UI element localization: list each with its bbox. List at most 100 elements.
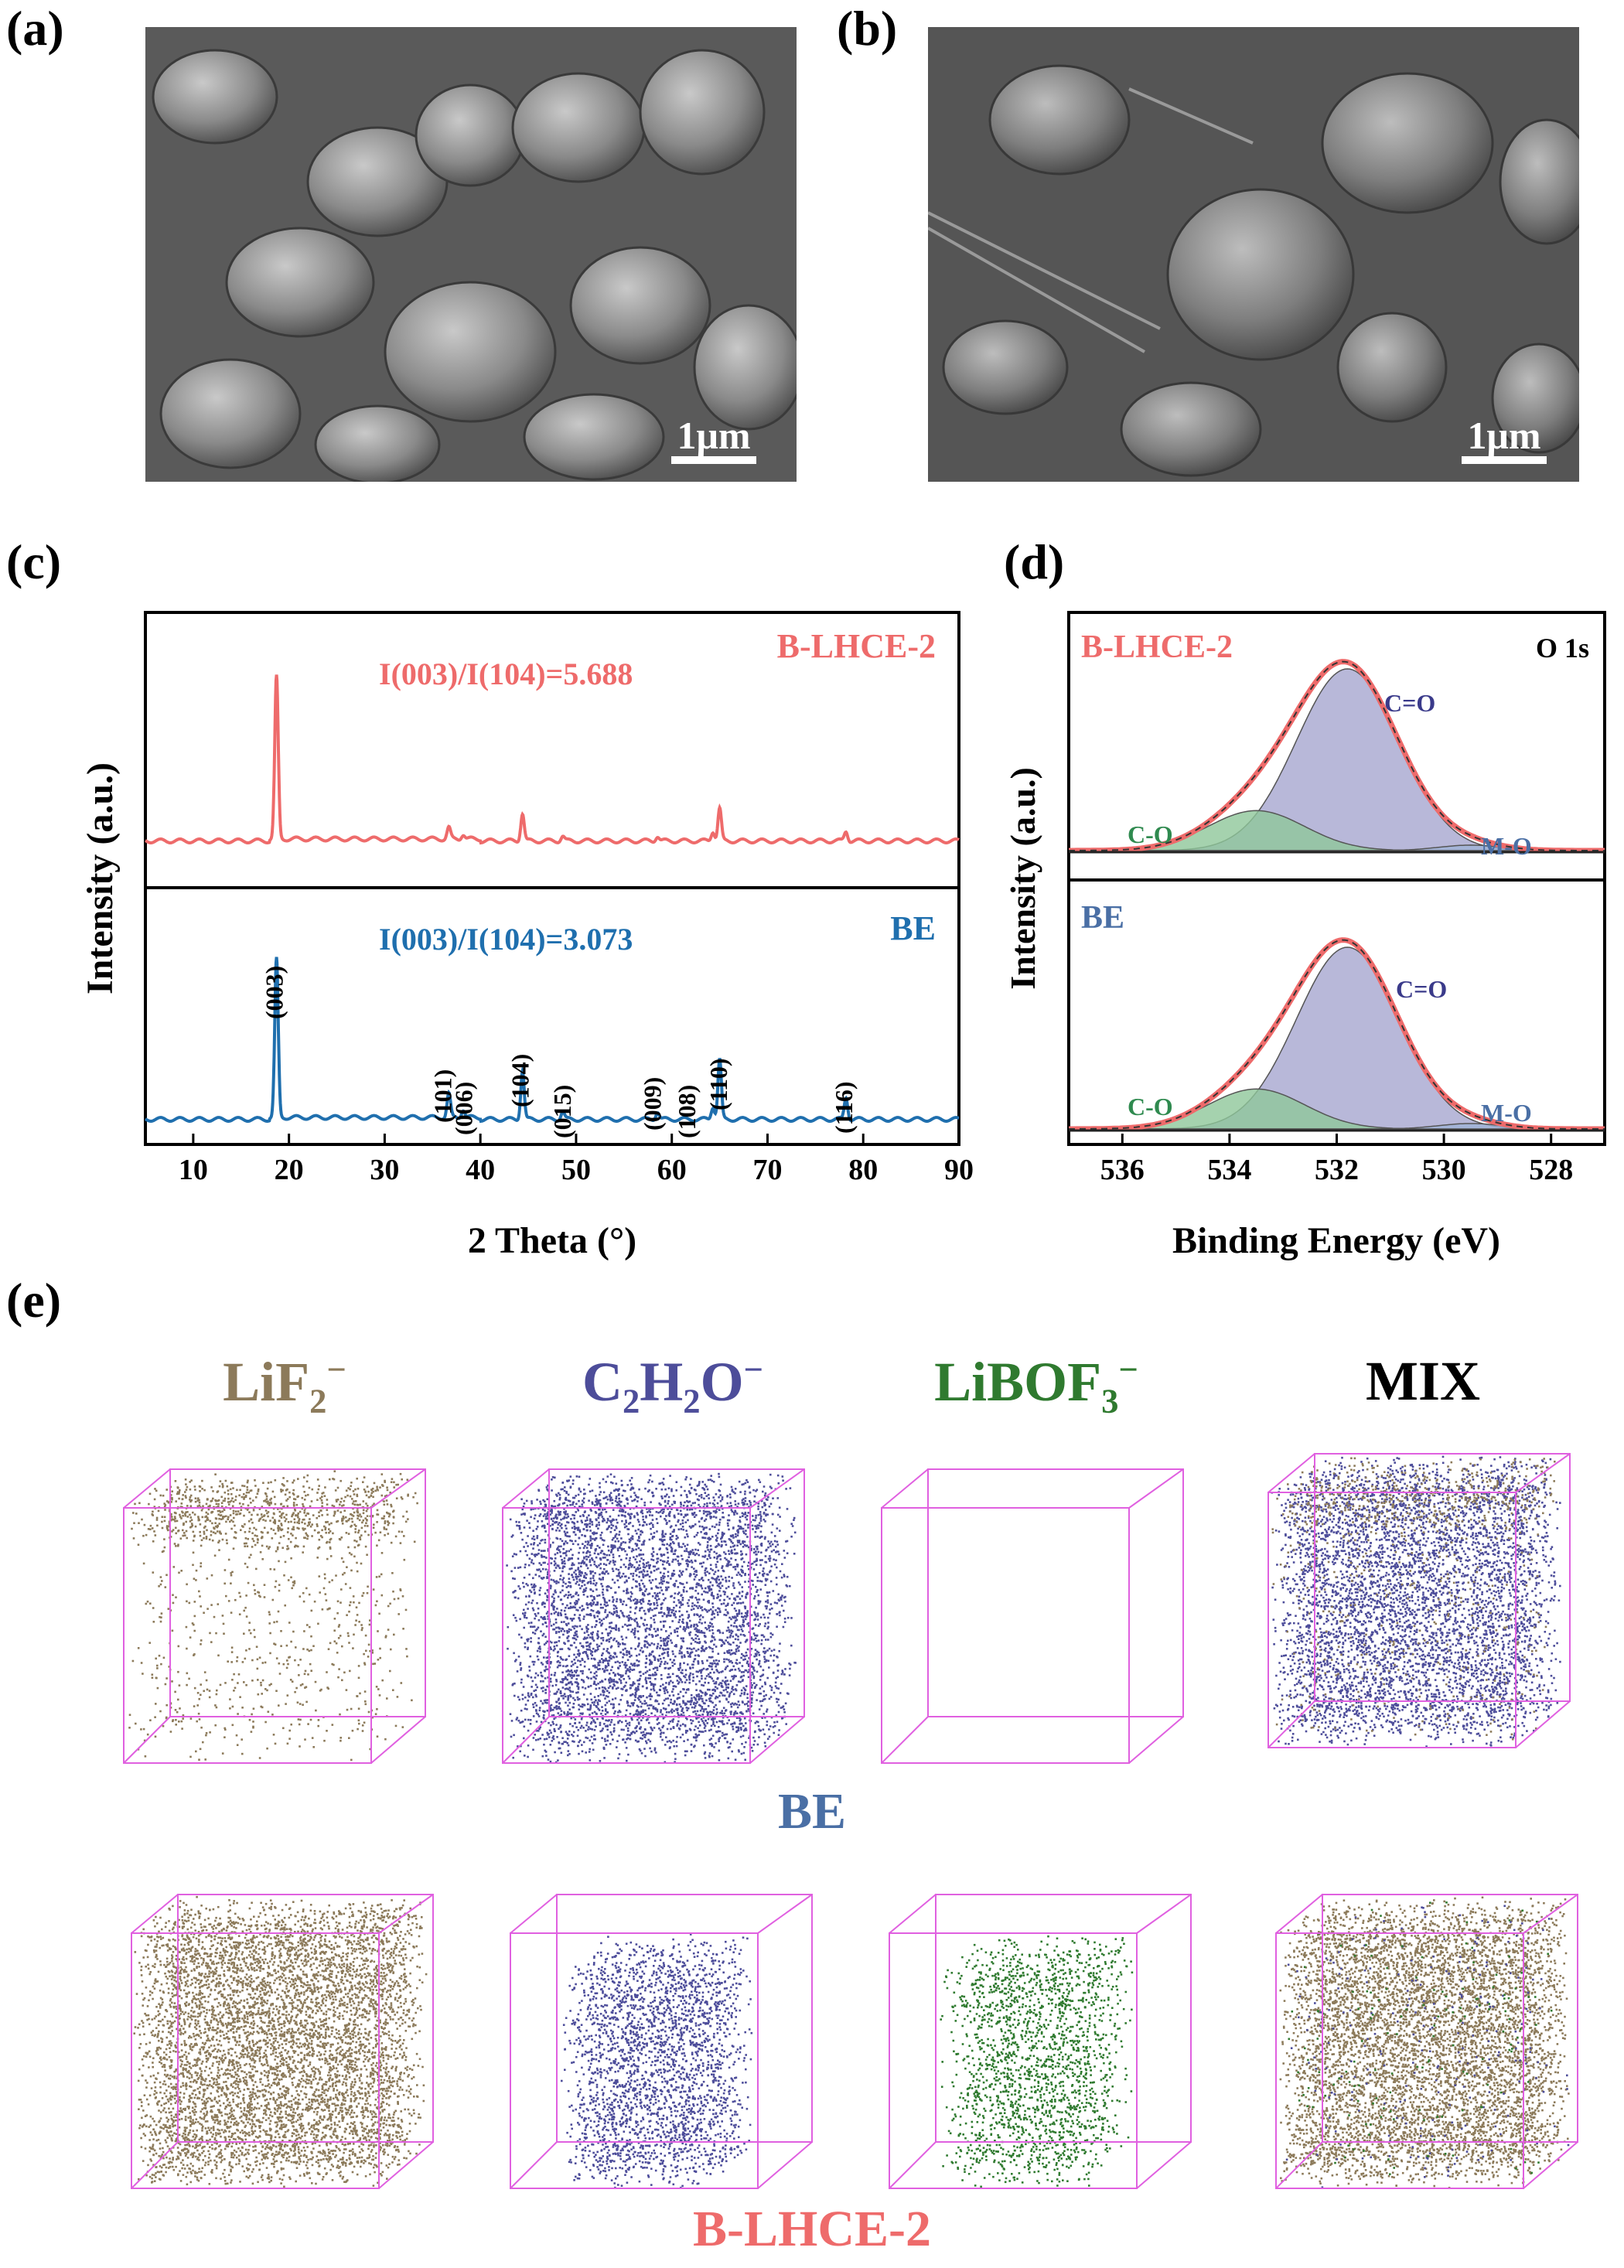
cube-voxel — [558, 1545, 560, 1548]
cube-voxel — [694, 1548, 697, 1551]
cube-voxel — [619, 1676, 623, 1678]
cube-voxel — [667, 1586, 670, 1588]
cube-voxel — [217, 1509, 220, 1513]
cube-voxel — [670, 1543, 672, 1545]
cube-voxel — [740, 1574, 743, 1577]
cube-voxel — [284, 1493, 287, 1496]
cube-voxel — [348, 1517, 351, 1520]
cube-voxel — [545, 1516, 548, 1518]
cube-voxel — [723, 1694, 726, 1697]
cube-voxel — [561, 1648, 564, 1650]
cube-voxel — [203, 1533, 206, 1535]
cube-voxel — [278, 1589, 281, 1592]
cube-voxel — [678, 1575, 681, 1578]
cube-voxel — [336, 1520, 338, 1523]
cube-voxel — [541, 1567, 544, 1571]
cube-voxel — [273, 1642, 275, 1645]
cube-voxel — [345, 1489, 348, 1492]
cube-voxel — [383, 1500, 385, 1502]
cube-voxel — [583, 1632, 586, 1634]
cube-voxel — [681, 1614, 684, 1616]
cube-voxel — [301, 1496, 304, 1499]
cube-voxel — [222, 1499, 225, 1502]
cube-voxel — [725, 1709, 728, 1711]
cube-voxel — [581, 1581, 584, 1584]
cube-voxel — [651, 1537, 654, 1540]
cube-voxel — [335, 1642, 338, 1645]
cube-voxel — [548, 1721, 550, 1724]
cube-voxel — [221, 1538, 224, 1541]
cube-voxel — [578, 1606, 582, 1609]
cube-voxel — [561, 1488, 564, 1491]
cube-voxel — [518, 1521, 520, 1523]
cube-voxel — [231, 1505, 234, 1507]
cube-voxel — [718, 1659, 720, 1663]
cube-voxel — [380, 1517, 384, 1519]
cube-voxel — [683, 1516, 685, 1519]
cube-voxel — [367, 1656, 370, 1658]
cube-voxel — [607, 1662, 609, 1665]
cube-voxel — [276, 1548, 279, 1550]
cube-voxel — [303, 1518, 305, 1521]
cube-voxel — [610, 1544, 612, 1547]
cube-voxel — [756, 1589, 759, 1591]
cube-voxel — [600, 1637, 602, 1639]
cube-voxel — [667, 1667, 670, 1669]
cube-voxel — [563, 1712, 566, 1715]
cube-voxel — [185, 1520, 187, 1523]
cube-voxel — [280, 1489, 282, 1491]
cube-voxel — [357, 1719, 360, 1722]
cube-voxel — [242, 1526, 244, 1528]
cube-voxel — [292, 1493, 295, 1496]
cube-voxel — [336, 1500, 338, 1502]
cube-voxel — [178, 1571, 180, 1574]
cube-voxel — [302, 1505, 305, 1508]
cube-voxel — [744, 1607, 746, 1610]
cube-voxel — [343, 1571, 346, 1574]
cube-voxel — [631, 1718, 633, 1721]
cube-voxel — [402, 1515, 404, 1518]
cube-voxel — [302, 1485, 305, 1488]
cube-voxel — [555, 1626, 558, 1629]
cube-voxel — [560, 1731, 562, 1734]
cube-voxel — [618, 1574, 620, 1577]
cube-voxel — [255, 1646, 258, 1648]
cube-voxel — [529, 1723, 532, 1725]
cube-voxel — [365, 1502, 367, 1505]
cube-voxel — [583, 1561, 586, 1564]
cube-voxel — [556, 1548, 558, 1550]
cube-voxel — [653, 1621, 656, 1624]
cube-voxel — [637, 1710, 640, 1714]
cube-voxel — [615, 1519, 618, 1521]
cube-voxel — [589, 1530, 592, 1532]
cube-voxel — [770, 1531, 773, 1534]
cube-voxel — [164, 1683, 167, 1686]
cube-voxel — [560, 1621, 563, 1623]
cube-voxel — [593, 1616, 596, 1618]
cube-voxel — [697, 1660, 699, 1663]
cube-voxel — [561, 1737, 564, 1739]
cube-voxel — [195, 1579, 197, 1581]
cube-voxel — [266, 1747, 268, 1750]
cube-voxel — [575, 1630, 578, 1633]
cube-voxel — [604, 1704, 607, 1707]
cube-voxel — [647, 1593, 650, 1596]
cube-voxel — [690, 1642, 693, 1645]
cube-voxel — [636, 1709, 639, 1711]
cube-voxel — [626, 1689, 628, 1691]
cube-voxel — [232, 1487, 234, 1489]
cube-voxel — [597, 1635, 600, 1639]
cube-voxel — [330, 1522, 333, 1525]
cube-voxel — [587, 1556, 590, 1558]
cube-voxel — [269, 1499, 271, 1501]
cube-voxel — [739, 1516, 742, 1519]
cube-voxel — [280, 1645, 282, 1647]
cube-voxel — [599, 1506, 602, 1508]
cube-voxel — [278, 1510, 281, 1513]
cube-voxel — [716, 1536, 718, 1540]
xrd-chart: 10 20 30 40 50 60 70 80 90(003)(101)(006)(104)(0… — [80, 611, 974, 1261]
cube-voxel — [341, 1517, 343, 1520]
cube-voxel — [581, 1657, 584, 1660]
cube-voxel — [285, 1666, 288, 1669]
cube-voxel — [170, 1513, 172, 1516]
